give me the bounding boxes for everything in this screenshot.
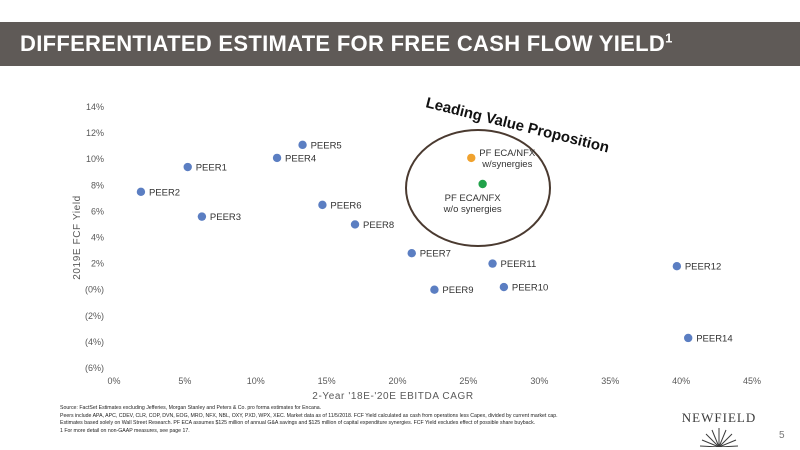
x-tick-label: 5% [178, 376, 191, 386]
data-point [430, 285, 439, 294]
x-tick-label: 0% [107, 376, 120, 386]
point-label: PEER9 [442, 285, 473, 296]
x-tick-label: 15% [318, 376, 336, 386]
point-label: PEER6 [330, 200, 361, 211]
point-label: PEER12 [685, 262, 721, 273]
point-label: PEER8 [363, 220, 394, 231]
x-tick-label: 45% [743, 376, 761, 386]
data-point [197, 212, 207, 221]
footnotes: Source: FactSet Estimates excluding Jeff… [60, 405, 660, 435]
point-label: PEER1 [196, 163, 227, 174]
data-point [272, 153, 282, 163]
y-tick-label: (6%) [85, 363, 104, 373]
page-number: 5 [779, 430, 785, 441]
x-tick-label: 35% [601, 376, 619, 386]
x-axis-title: 2-Year '18E-'20E EBITDA CAGR [312, 391, 473, 402]
footnote-estimates: Estimates based solely on Wall Street Re… [60, 420, 536, 427]
title-footnote-marker: 1 [665, 30, 673, 46]
y-tick-label: 2% [91, 259, 104, 269]
point-label: PEER7 [420, 249, 451, 260]
data-point [684, 333, 693, 343]
data-point [136, 187, 146, 197]
data-point [467, 153, 476, 163]
y-tick-label: (4%) [85, 337, 104, 347]
top-rule [0, 0, 800, 15]
x-tick-label: 30% [530, 376, 548, 386]
data-point [672, 262, 682, 271]
newfield-logo: NEWFIELD [676, 410, 762, 448]
point-label: PEER3 [210, 212, 241, 223]
point-label-line: w/synergies [481, 159, 532, 170]
footnote-peers: Peers include APA, APC, CDEV, CLR, COP, … [60, 412, 558, 419]
x-tick-label: 10% [247, 376, 265, 386]
x-tick-label: 25% [459, 376, 477, 386]
point-label-line: w/o synergies [443, 204, 502, 215]
y-tick-label: 4% [91, 233, 104, 243]
point-label: PEER5 [311, 140, 342, 151]
x-tick-label: 40% [672, 376, 690, 386]
point-label-line: PF ECA/NFX [445, 193, 502, 204]
data-point [298, 140, 307, 150]
point-label: PF ECA/NFX w/o synergies [443, 193, 502, 215]
y-axis: 14% 12% 10% 8% 6% 4% 2% (0%) (2%) (4%) (6%) [85, 102, 104, 373]
point-label: PEER14 [696, 333, 732, 344]
y-tick-label: 12% [86, 128, 104, 138]
point-label: PF ECA/NFX w/synergies [479, 148, 536, 170]
page-title: DIFFERENTIATED ESTIMATE FOR FREE CASH FL… [20, 31, 673, 57]
y-tick-label: (0%) [85, 285, 104, 295]
data-point [350, 220, 360, 229]
highlight-ellipse [405, 129, 551, 247]
y-tick-label: (2%) [85, 311, 104, 321]
data-point [478, 179, 487, 189]
data-point [318, 200, 327, 210]
point-label: PEER4 [285, 153, 316, 164]
y-tick-label: 8% [91, 180, 104, 190]
footnote-source: Source: FactSet Estimates excluding Jeff… [60, 405, 322, 411]
logo-text: NEWFIELD [681, 410, 757, 425]
point-label: PEER10 [512, 283, 548, 294]
data-point [183, 162, 192, 172]
data-point [488, 259, 497, 268]
point-label-line: PF ECA/NFX [479, 148, 536, 159]
point-label: PEER11 [501, 259, 537, 270]
footnote-non-gaap: 1 For more detail on non-GAAP measures, … [60, 427, 190, 434]
x-tick-label: 20% [389, 376, 407, 386]
x-axis: 0% 5% 10% 15% 20% 25% 30% 35% 40% 45% [107, 376, 761, 386]
data-point [407, 248, 416, 258]
data-point [499, 282, 509, 292]
page-title-text: DIFFERENTIATED ESTIMATE FOR FREE CASH FL… [20, 31, 666, 56]
y-tick-label: 6% [91, 206, 104, 216]
sunburst-logo-icon [699, 428, 739, 447]
y-tick-label: 14% [86, 102, 104, 112]
y-axis-title: 2019E FCF Yield [72, 195, 83, 280]
point-label: PEER2 [149, 187, 180, 198]
title-bar: DIFFERENTIATED ESTIMATE FOR FREE CASH FL… [0, 22, 800, 66]
y-tick-label: 10% [86, 154, 104, 164]
